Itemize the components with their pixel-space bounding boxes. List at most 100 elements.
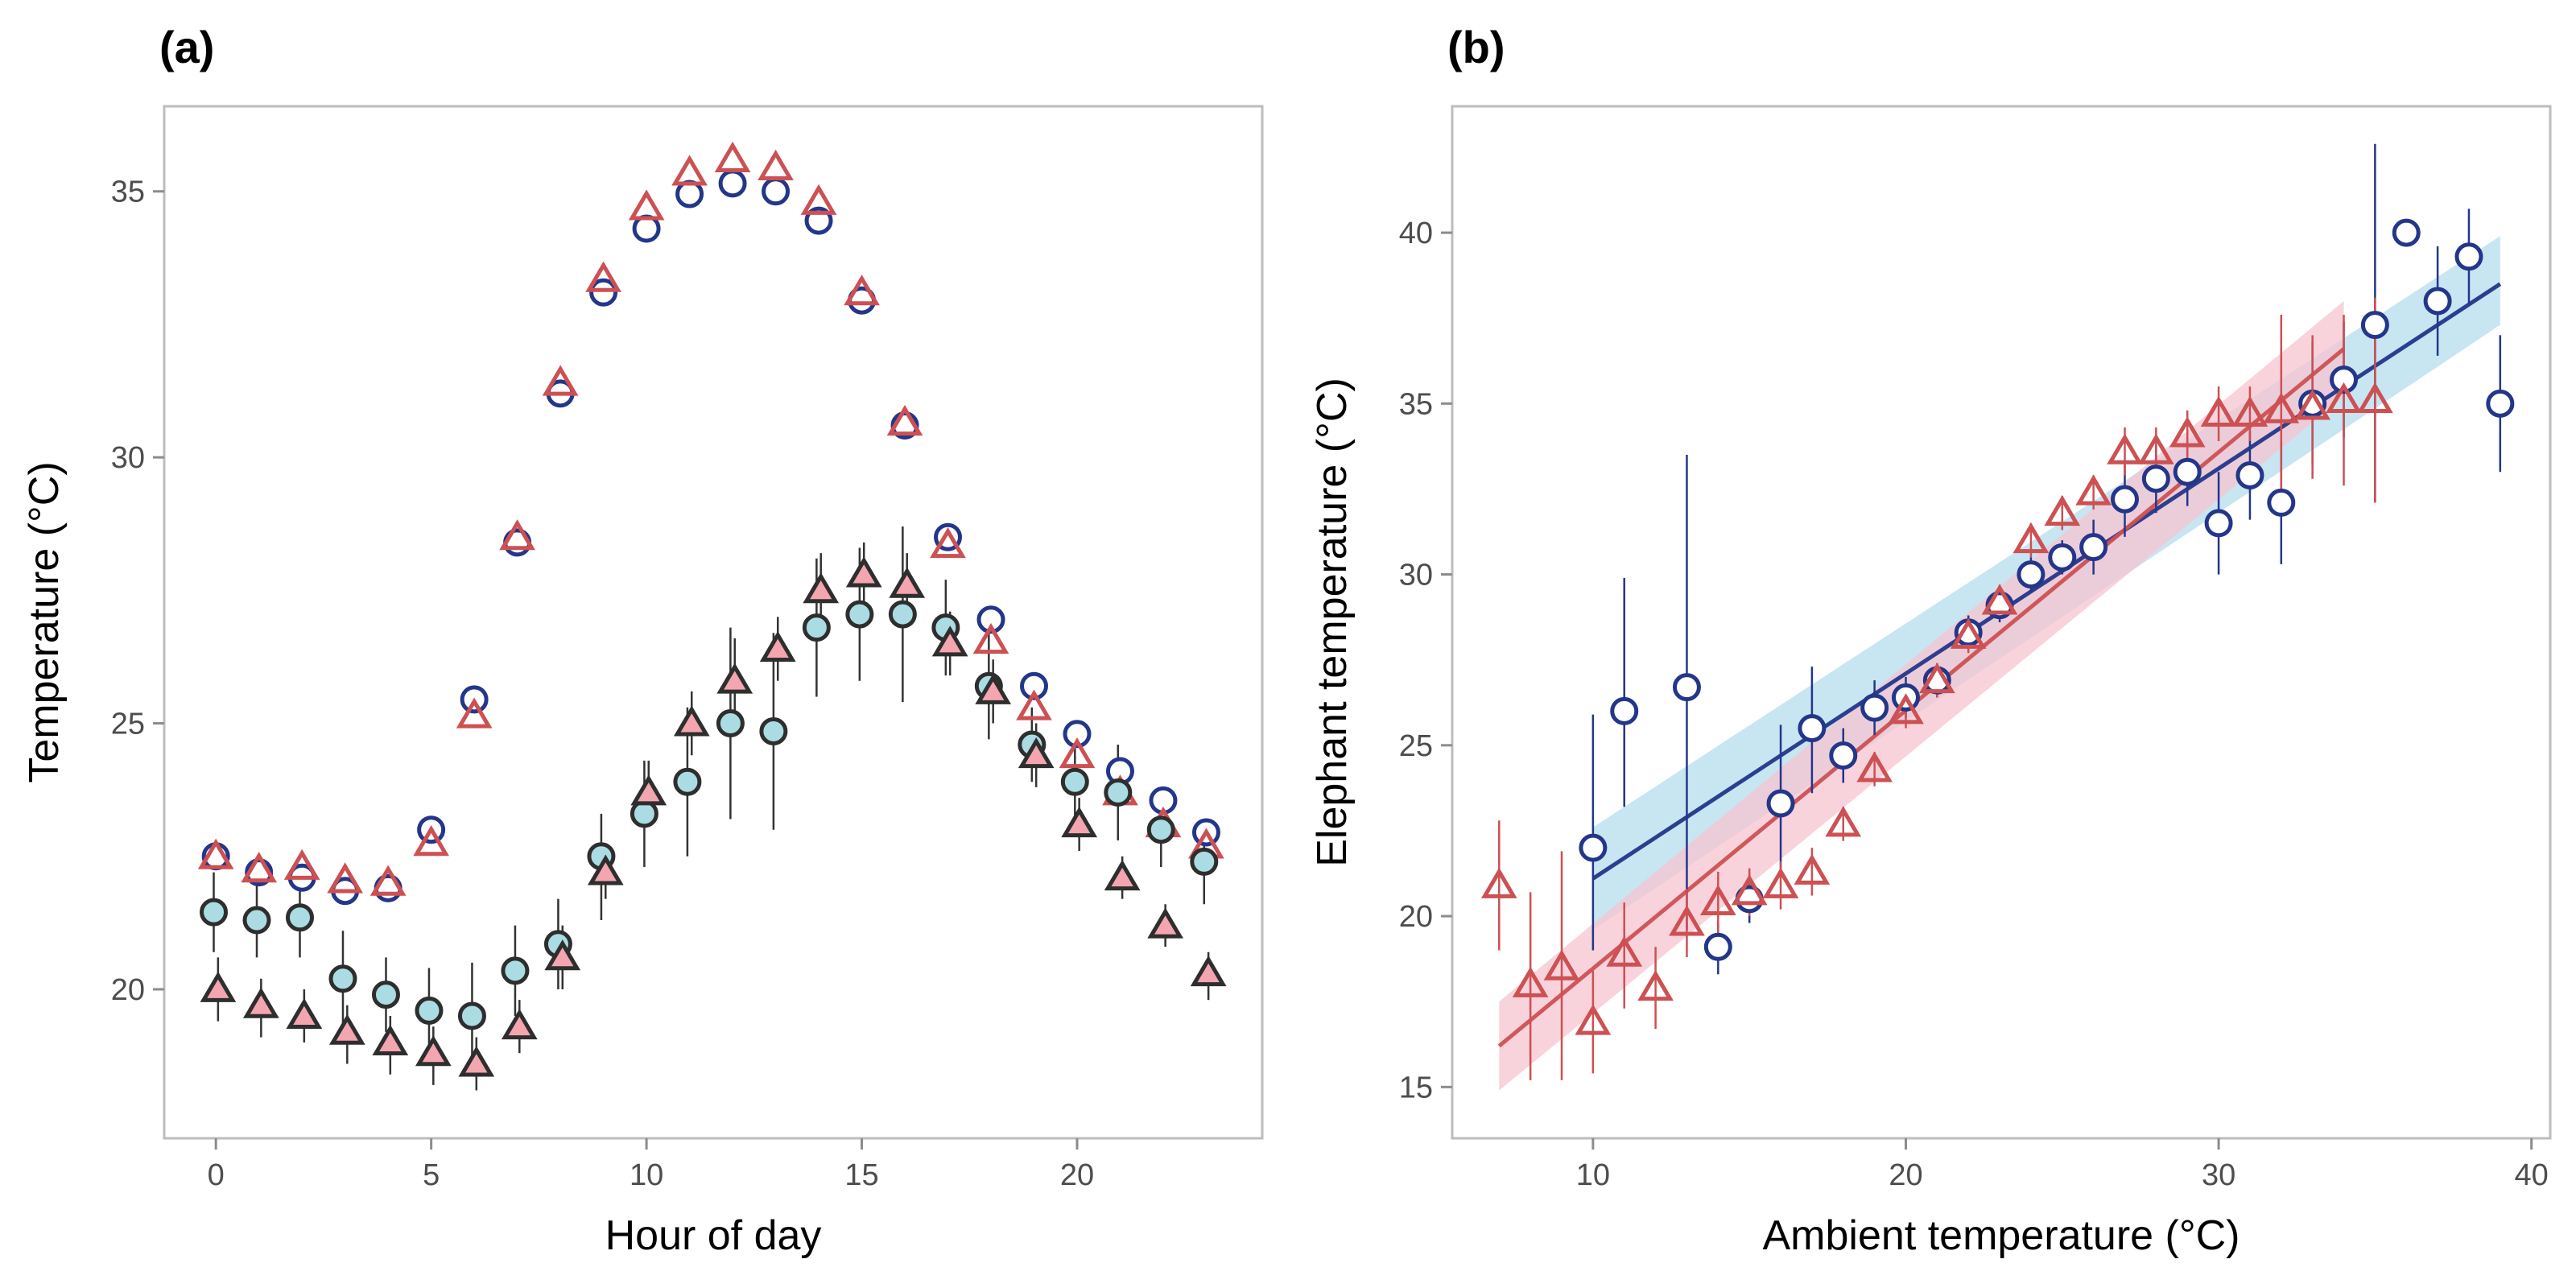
panel-b-triangle-open-point: [1856, 751, 1893, 782]
panel-a-triangle-open-point: [241, 852, 278, 883]
panel-a-triangle-filled-point: [759, 630, 796, 662]
panel-b: (b) 10 20 30 40 15 20 25 30 35 40 Ambient temper…: [1309, 22, 2552, 1259]
panel-b-circle-open-point: [2392, 218, 2421, 247]
panel-a-triangle-filled-point: [200, 971, 237, 1002]
x-tick-label: 20: [1060, 1158, 1094, 1192]
panel-b-confidence-bands: [1499, 236, 2500, 1091]
x-tick-label: 5: [423, 1158, 440, 1192]
panel-b-circle-open-point: [1703, 932, 1732, 961]
panel-a-circle-filled-point: [716, 709, 745, 738]
panel-a-circle-filled-point: [242, 906, 271, 935]
y-tick-label: 20: [111, 973, 145, 1007]
panel-b-triangle-open-point: [2107, 433, 2143, 464]
panel-a-triangle-filled-point: [889, 567, 926, 598]
panel-b-triangle-open-point: [2231, 395, 2268, 427]
panel-a-triangle-filled-point: [286, 997, 323, 1029]
y-tick-label: 35: [1399, 387, 1433, 421]
panel-a-circle-filled-point: [285, 903, 314, 932]
panel-b-triangle-open-point: [1512, 966, 1549, 997]
panel-b-triangle-open-point: [1606, 935, 1643, 967]
panel-b-triangle-open-point: [1575, 1004, 1612, 1035]
panel-a-frame: [163, 105, 1264, 1140]
fit-line-0: [1591, 282, 2502, 881]
panel-a-x-ticks: 0 5 10 15 20: [208, 1138, 1094, 1192]
y-tick-label: 15: [1399, 1071, 1433, 1104]
panel-b-points: [1480, 218, 2515, 1035]
panel-a-triangle-filled-point: [501, 1009, 538, 1040]
panel-a-errorbars: [213, 526, 1210, 1091]
panel-b-triangle-open-point: [1480, 867, 1517, 898]
panel-a-points: [197, 141, 1227, 1077]
panel-b-triangle-open-point: [1731, 874, 1768, 906]
panel-b-triangle-open-point: [1918, 662, 1955, 694]
panel-b-circle-open-point: [1798, 714, 1827, 743]
panel-b-triangle-open-point: [2357, 382, 2393, 414]
panel-a-triangle-filled-point: [328, 1013, 365, 1045]
panel-b-triangle-open-point: [2200, 395, 2237, 427]
panel-a-circle-filled-point: [759, 716, 788, 745]
panel-b-triangle-open-point: [1669, 905, 1705, 936]
panel-a-triangle-filled-point: [975, 673, 1012, 704]
panel-a-tag: (a): [159, 22, 214, 72]
panel-a-triangle-open-point: [886, 404, 923, 436]
panel-b-y-ticks: 15 20 25 30 35 40: [1399, 217, 1452, 1104]
panel-b-circle-open-point: [2423, 287, 2452, 316]
panel-a-circle-filled-point: [501, 956, 530, 985]
panel-a-circle-filled-point: [845, 600, 874, 629]
panel-b-triangle-open-point: [2013, 522, 2050, 554]
panel-b-triangle-open-point: [1950, 617, 1987, 649]
panel-a-triangle-open-point: [628, 189, 665, 221]
panel-b-x-ticks: 10 20 30 40: [1576, 1138, 2549, 1192]
panel-a-triangle-open-point: [1016, 689, 1052, 720]
panel-a-triangle-open-point: [327, 862, 364, 894]
y-tick-label: 40: [1399, 217, 1433, 250]
panel-b-circle-open-point: [2235, 460, 2264, 489]
panel-a-triangle-filled-point: [931, 625, 968, 657]
y-tick-label: 35: [111, 175, 145, 209]
panel-a-triangle-open-point: [542, 365, 579, 396]
panel-a-triangle-filled-point: [544, 939, 581, 971]
panel-a-triangle-open-point: [671, 155, 708, 186]
panel-a-circle-filled-point: [888, 600, 917, 629]
panel-a-triangle-open-point: [197, 838, 234, 869]
panel-a-triangle-open-point: [714, 141, 751, 173]
panel-a-triangle-filled-point: [1147, 907, 1184, 939]
panel-b-triangle-open-point: [1981, 584, 2018, 615]
panel-b-circle-open-point: [1829, 741, 1858, 770]
y-tick-label: 20: [1399, 900, 1433, 934]
panel-b-circle-open-point: [1766, 789, 1795, 818]
panel-b-triangle-open-point: [1543, 949, 1580, 980]
panel-b-triangle-open-point: [1794, 853, 1831, 885]
x-tick-label: 15: [844, 1158, 878, 1192]
panel-b-triangle-open-point: [1825, 806, 1862, 837]
panel-a-circle-filled-point: [1190, 847, 1219, 876]
panel-a-triangle-open-point: [758, 149, 794, 180]
panel-b-circle-open-point: [2486, 389, 2515, 418]
panel-a-triangle-filled-point: [630, 774, 667, 806]
panel-a-circle-open-point: [1063, 720, 1092, 749]
panel-a-triangle-filled-point: [845, 556, 882, 588]
panel-a-circle-filled-point: [1146, 815, 1175, 844]
panel-a-circle-filled-point: [328, 964, 357, 993]
panel-a-triangle-filled-point: [372, 1024, 409, 1056]
panel-a-triangle-filled-point: [242, 987, 279, 1018]
panel-a-triangle-filled-point: [415, 1035, 452, 1067]
panel-b-triangle-open-point: [1762, 867, 1799, 898]
panel-a-circle-filled-point: [457, 1001, 486, 1030]
panel-b-circle-open-point: [2330, 365, 2359, 394]
panel-a-triangle-filled-point: [587, 854, 624, 886]
panel-a: (a) 0 5 10 15 20 20 25 30 35 Hour of day Temper…: [21, 22, 1264, 1259]
panel-b-circle-open-point: [2048, 543, 2077, 572]
panel-a-circle-filled-point: [1060, 767, 1089, 796]
panel-a-triangle-filled-point: [716, 663, 753, 694]
x-tick-label: 30: [2202, 1158, 2235, 1192]
panel-a-circle-filled-point: [802, 613, 831, 642]
panel-a-y-axis-title: Temperature (°C): [21, 461, 68, 782]
panel-a-triangle-filled-point: [1190, 955, 1227, 987]
panel-a-triangle-open-point: [930, 526, 966, 559]
panel-b-y-axis-title: Elephant temperature (°C): [1309, 378, 1356, 867]
panel-b-triangle-open-point: [1888, 693, 1924, 724]
x-tick-label: 10: [1576, 1158, 1610, 1192]
panel-b-triangle-open-point: [1637, 970, 1674, 1001]
panel-b-circle-open-point: [2110, 485, 2139, 514]
